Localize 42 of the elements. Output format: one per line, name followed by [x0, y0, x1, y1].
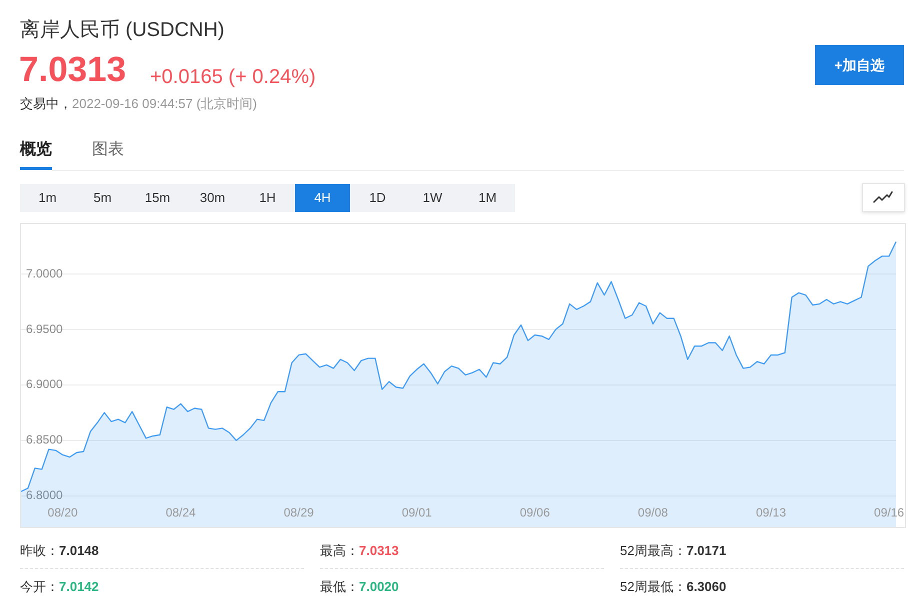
x-tick-label: 08/29 [284, 505, 314, 520]
text: 概览 [20, 140, 52, 160]
period-button: 1m [20, 184, 75, 212]
x-tick-label: 09/13 [756, 505, 786, 520]
text: 交易中， [20, 96, 72, 111]
text: 7.0148 [59, 543, 99, 558]
text: 昨收： [20, 543, 59, 558]
period-button: 15m [130, 184, 185, 212]
y-tick-label: 6.9500 [26, 322, 64, 336]
x-tick-label: 08/24 [166, 505, 196, 520]
text: 52周最低： [620, 579, 686, 594]
text: 7.0313 [359, 543, 399, 558]
text: 今开： [20, 579, 59, 594]
x-tick-label: 09/01 [402, 505, 432, 520]
text: 7.0171 [686, 543, 726, 558]
period-button: 1D [350, 184, 405, 212]
text: 7.0142 [59, 579, 99, 594]
chart-title: 离岸人民币 (USDCNH) [20, 18, 224, 43]
add-button: +加自选 [815, 45, 904, 85]
period-button: 1M [460, 184, 515, 212]
text: +0.0165 (+ 0.24%) [150, 65, 316, 90]
text: 2022-09-16 09:44:57 (北京时间) [72, 96, 257, 111]
x-tick-label: 09/16 [874, 505, 904, 520]
y-tick-label: 6.8500 [26, 432, 64, 447]
text: 最高： [320, 543, 359, 558]
x-tick-label: 08/20 [48, 505, 78, 520]
y-tick-label: 6.8000 [26, 488, 64, 502]
text: 7.0313 [19, 50, 126, 90]
period-button: 1H [240, 184, 295, 212]
x-tick-label: 09/06 [520, 505, 550, 520]
text: 图表 [92, 140, 124, 160]
y-tick-label: 6.9000 [26, 377, 64, 392]
x-tick-label: 09/08 [638, 505, 668, 520]
text: 7.0020 [359, 579, 399, 594]
text: 最低： [320, 579, 359, 594]
period-button: 1W [405, 184, 460, 212]
period-button: 30m [185, 184, 240, 212]
period-button: 5m [75, 184, 130, 212]
text: 52周最高： [620, 543, 686, 558]
period-button: 4H [295, 184, 350, 212]
text: 6.3060 [686, 579, 726, 594]
y-tick-label: 7.0000 [26, 266, 64, 280]
